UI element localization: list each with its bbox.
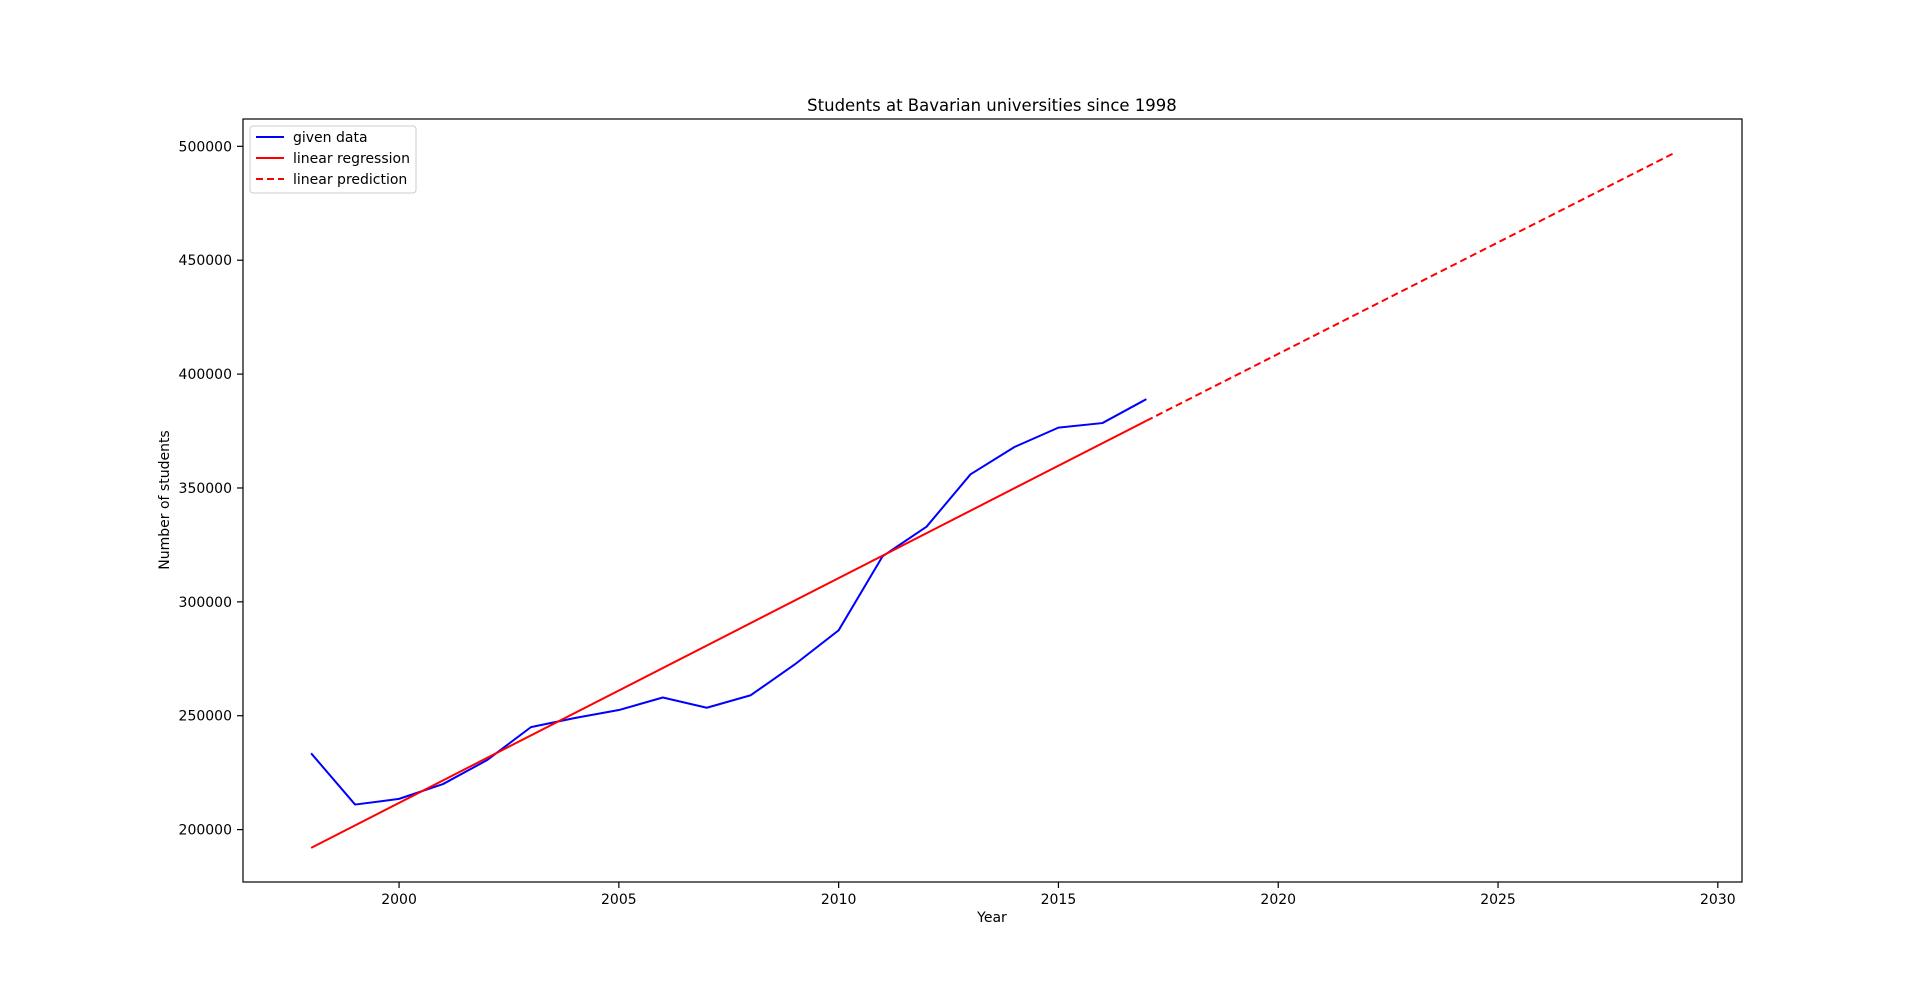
y-tick-label: 400000: [179, 367, 232, 383]
y-tick-label: 200000: [179, 823, 232, 839]
plot-area: [242, 118, 1743, 883]
x-axis: 2000 2005 2010 2015 2020 2025 2030: [381, 882, 1736, 908]
x-tick-label: 2030: [1700, 892, 1736, 908]
y-tick-label: 250000: [179, 709, 232, 725]
series-line-linear-regression: [310, 419, 1147, 849]
x-axis-label: Year: [976, 910, 1007, 926]
y-tick-label: 300000: [179, 595, 232, 611]
y-tick-label: 500000: [179, 139, 232, 155]
y-axis: 200000 250000 300000 350000 400000 450000 5000…: [179, 139, 243, 839]
x-tick-label: 2000: [381, 892, 417, 908]
x-tick-label: 2020: [1260, 892, 1296, 908]
series-line-given-data: [310, 398, 1147, 806]
y-tick-label: 450000: [179, 253, 232, 269]
x-tick-label: 2005: [601, 892, 637, 908]
chart-title: Students at Bavarian universities since …: [807, 96, 1177, 115]
legend-label-given-data: given data: [293, 130, 368, 146]
legend: given data linear regression linear pred…: [249, 125, 417, 194]
legend-label-linear-regression: linear regression: [293, 151, 410, 167]
y-tick-label: 350000: [179, 481, 232, 497]
legend-label-linear-prediction: linear prediction: [293, 172, 407, 188]
x-tick-label: 2010: [821, 892, 857, 908]
series-layer: [310, 152, 1675, 849]
legend-box: [249, 125, 417, 194]
plot-frame: [242, 118, 1743, 883]
x-tick-label: 2025: [1480, 892, 1516, 908]
x-tick-label: 2015: [1041, 892, 1077, 908]
y-axis-label: Number of students: [157, 430, 173, 569]
